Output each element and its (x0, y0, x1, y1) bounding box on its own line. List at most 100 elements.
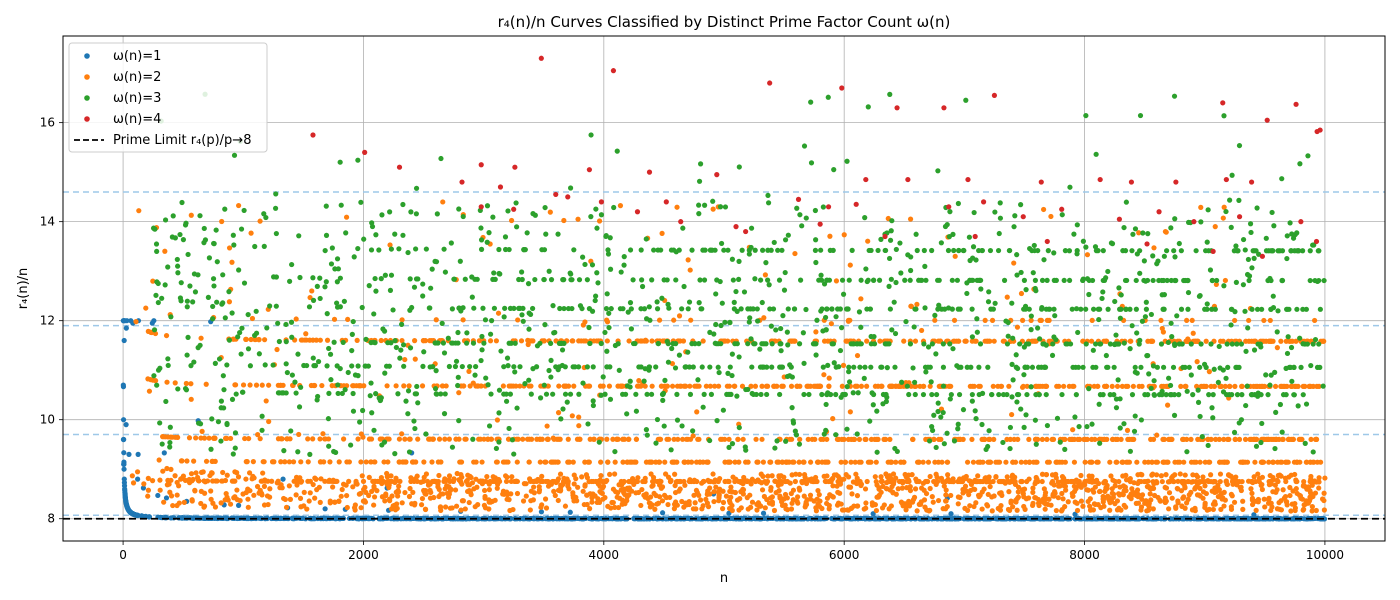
series-2-point (1032, 481, 1038, 487)
series-3-point (1022, 364, 1028, 370)
series-1-point (1149, 516, 1155, 522)
series-2-point (141, 481, 147, 487)
series-2-point (1151, 481, 1157, 487)
series-3-point (769, 341, 775, 347)
series-3-point (699, 364, 705, 370)
series-3-point (1117, 306, 1123, 312)
series-2-point (383, 491, 389, 497)
series-2-point (993, 459, 999, 465)
series-2-point (707, 383, 713, 389)
series-2-point (827, 233, 833, 239)
series-2-point (1075, 436, 1081, 442)
series-2-point (338, 493, 344, 499)
series-2-point (240, 491, 246, 497)
series-2-point (1007, 436, 1013, 442)
series-2-point (419, 495, 426, 502)
series-2-point (1320, 338, 1326, 344)
series-2-point (1181, 494, 1187, 500)
series-1-point (280, 476, 286, 482)
series-2-point (1100, 496, 1106, 502)
series-2-point (495, 310, 502, 316)
series-3-point (1178, 306, 1185, 312)
series-2-point (849, 491, 855, 497)
series-2-point (717, 476, 723, 482)
series-3-point (490, 276, 496, 282)
series-3-point (1150, 277, 1156, 284)
series-2-point (219, 218, 225, 225)
series-2-point (157, 477, 163, 483)
series-3-point (1317, 364, 1323, 370)
series-2-point (477, 436, 484, 442)
series-2-point (868, 436, 875, 442)
series-3-point (569, 305, 575, 312)
series-2-point (1211, 383, 1218, 389)
series-2-point (198, 435, 204, 441)
series-2-point (1240, 459, 1246, 465)
series-2-point (864, 338, 870, 344)
series-2-point (815, 501, 821, 507)
series-2-point (363, 459, 369, 465)
series-2-point (642, 475, 648, 481)
series-1-point (738, 515, 744, 521)
series-2-point (1018, 290, 1025, 297)
series-2-point (955, 338, 961, 344)
series-2-point (1251, 338, 1257, 344)
series-2-point (1073, 486, 1079, 492)
series-2-point (545, 479, 551, 485)
series-2-point (686, 501, 692, 508)
series-3-point (530, 305, 536, 312)
series-1-point (1224, 515, 1231, 522)
series-2-point (384, 383, 390, 389)
series-2-point (1232, 436, 1238, 442)
series-2-point (537, 459, 543, 465)
series-2-point (188, 212, 194, 218)
series-2-point (736, 507, 742, 513)
series-2-point (1085, 498, 1091, 505)
series-2-point (1282, 475, 1289, 481)
series-2-point (1313, 507, 1319, 514)
series-2-point (661, 492, 668, 498)
series-3-point (426, 305, 432, 311)
series-2-point (381, 459, 387, 465)
series-2-point (863, 500, 869, 506)
series-2-point (409, 501, 415, 507)
series-2-point (419, 383, 426, 389)
series-2-point (1043, 496, 1049, 502)
series-2-point (484, 474, 490, 480)
series-2-point (659, 230, 665, 236)
series-3-point (732, 341, 738, 347)
series-2-point (384, 481, 390, 487)
series-2-point (768, 485, 774, 491)
series-2-point (570, 490, 576, 496)
series-2-point (597, 483, 603, 489)
series-1-point (862, 516, 868, 522)
series-2-point (919, 327, 925, 334)
series-2-point (188, 471, 195, 477)
series-2-point (1188, 436, 1194, 442)
series-2-point (207, 472, 213, 479)
series-2-point (1107, 507, 1113, 513)
series-2-point (1208, 472, 1214, 478)
series-2-point (1274, 477, 1280, 483)
series-2-point (769, 501, 776, 507)
series-2-point (972, 477, 978, 483)
series-2-point (1130, 489, 1136, 495)
series-2-point (208, 496, 214, 502)
series-2-point (858, 383, 865, 389)
series-2-point (970, 459, 977, 465)
series-2-point (1042, 490, 1049, 496)
series-3-point (1033, 391, 1039, 398)
series-2-point (1088, 338, 1095, 344)
series-2-point (317, 499, 323, 505)
series-2-point (604, 477, 610, 484)
series-2-point (617, 203, 624, 209)
series-2-point (344, 504, 350, 511)
series-3-point (1316, 341, 1322, 347)
series-2-point (610, 436, 616, 442)
series-3-point (1035, 364, 1042, 370)
series-2-point (1165, 402, 1171, 408)
series-2-point (821, 372, 827, 378)
series-2-point (694, 489, 700, 496)
series-3-point (977, 341, 984, 347)
series-2-point (839, 383, 845, 389)
